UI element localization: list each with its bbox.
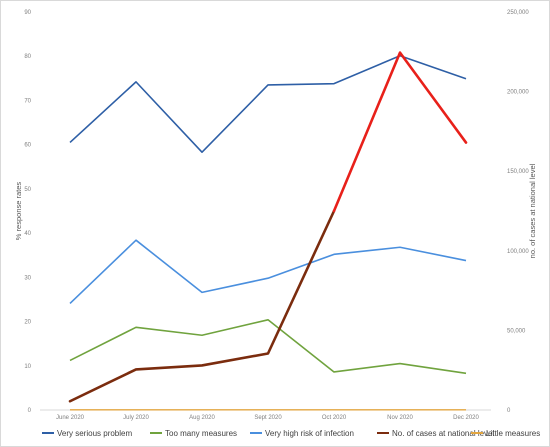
y-right-axis-title: no. of cases at national level	[528, 163, 537, 258]
x-tick-label: Sept 2020	[254, 415, 282, 421]
legend-label: Very high risk of infection	[265, 429, 354, 438]
series-line-2	[69, 239, 467, 305]
y-left-tick-label: 90	[24, 10, 31, 16]
series-line-1	[69, 318, 467, 375]
legend: Very serious problem Too many measures Ver…	[42, 429, 540, 438]
y-right-tick-label: 200,000	[507, 90, 529, 96]
y-left-tick-label: 80	[24, 54, 31, 60]
y-left-tick-label: 70	[24, 98, 31, 104]
x-tick-label: June 2020	[56, 415, 85, 421]
legend-label: Very serious problem	[57, 429, 132, 438]
y-left-tick-label: 50	[24, 187, 31, 193]
series-line-cases-early	[68, 209, 336, 403]
y-right-tick-label: 150,000	[507, 169, 529, 175]
y-right-tick-label: 0	[507, 408, 511, 414]
legend-label: Little measures	[486, 429, 540, 438]
y-left-axis-title: % response rates	[14, 182, 23, 241]
x-tick-label: Aug 2020	[189, 415, 215, 421]
x-tick-label: July 2020	[123, 415, 149, 421]
series-line-0	[69, 54, 467, 153]
y-left-tick-label: 10	[24, 364, 31, 370]
legend-label: Too many measures	[165, 429, 237, 438]
y-left-tick-label: 40	[24, 231, 31, 237]
x-tick-label: Oct 2020	[322, 415, 347, 421]
y-left-tick-label: 60	[24, 143, 31, 149]
y-left-tick-label: 0	[28, 408, 32, 414]
y-right-tick-label: 50,000	[507, 328, 526, 334]
y-left-tick-label: 20	[24, 320, 31, 326]
x-tick-label: Nov 2020	[387, 415, 413, 421]
x-tick-label: Dec 2020	[453, 415, 479, 421]
axes: 0 10 20 30 40 50 60 70 80 90 0 50,000 100,000 150,000…	[14, 10, 537, 421]
y-right-tick-label: 100,000	[507, 249, 529, 255]
series-line-cases-late	[332, 51, 468, 213]
y-right-tick-label: 250,000	[507, 10, 529, 16]
y-left-tick-label: 30	[24, 275, 31, 281]
series-lines	[68, 51, 468, 411]
legend-label: No. of cases at national level	[392, 429, 495, 438]
